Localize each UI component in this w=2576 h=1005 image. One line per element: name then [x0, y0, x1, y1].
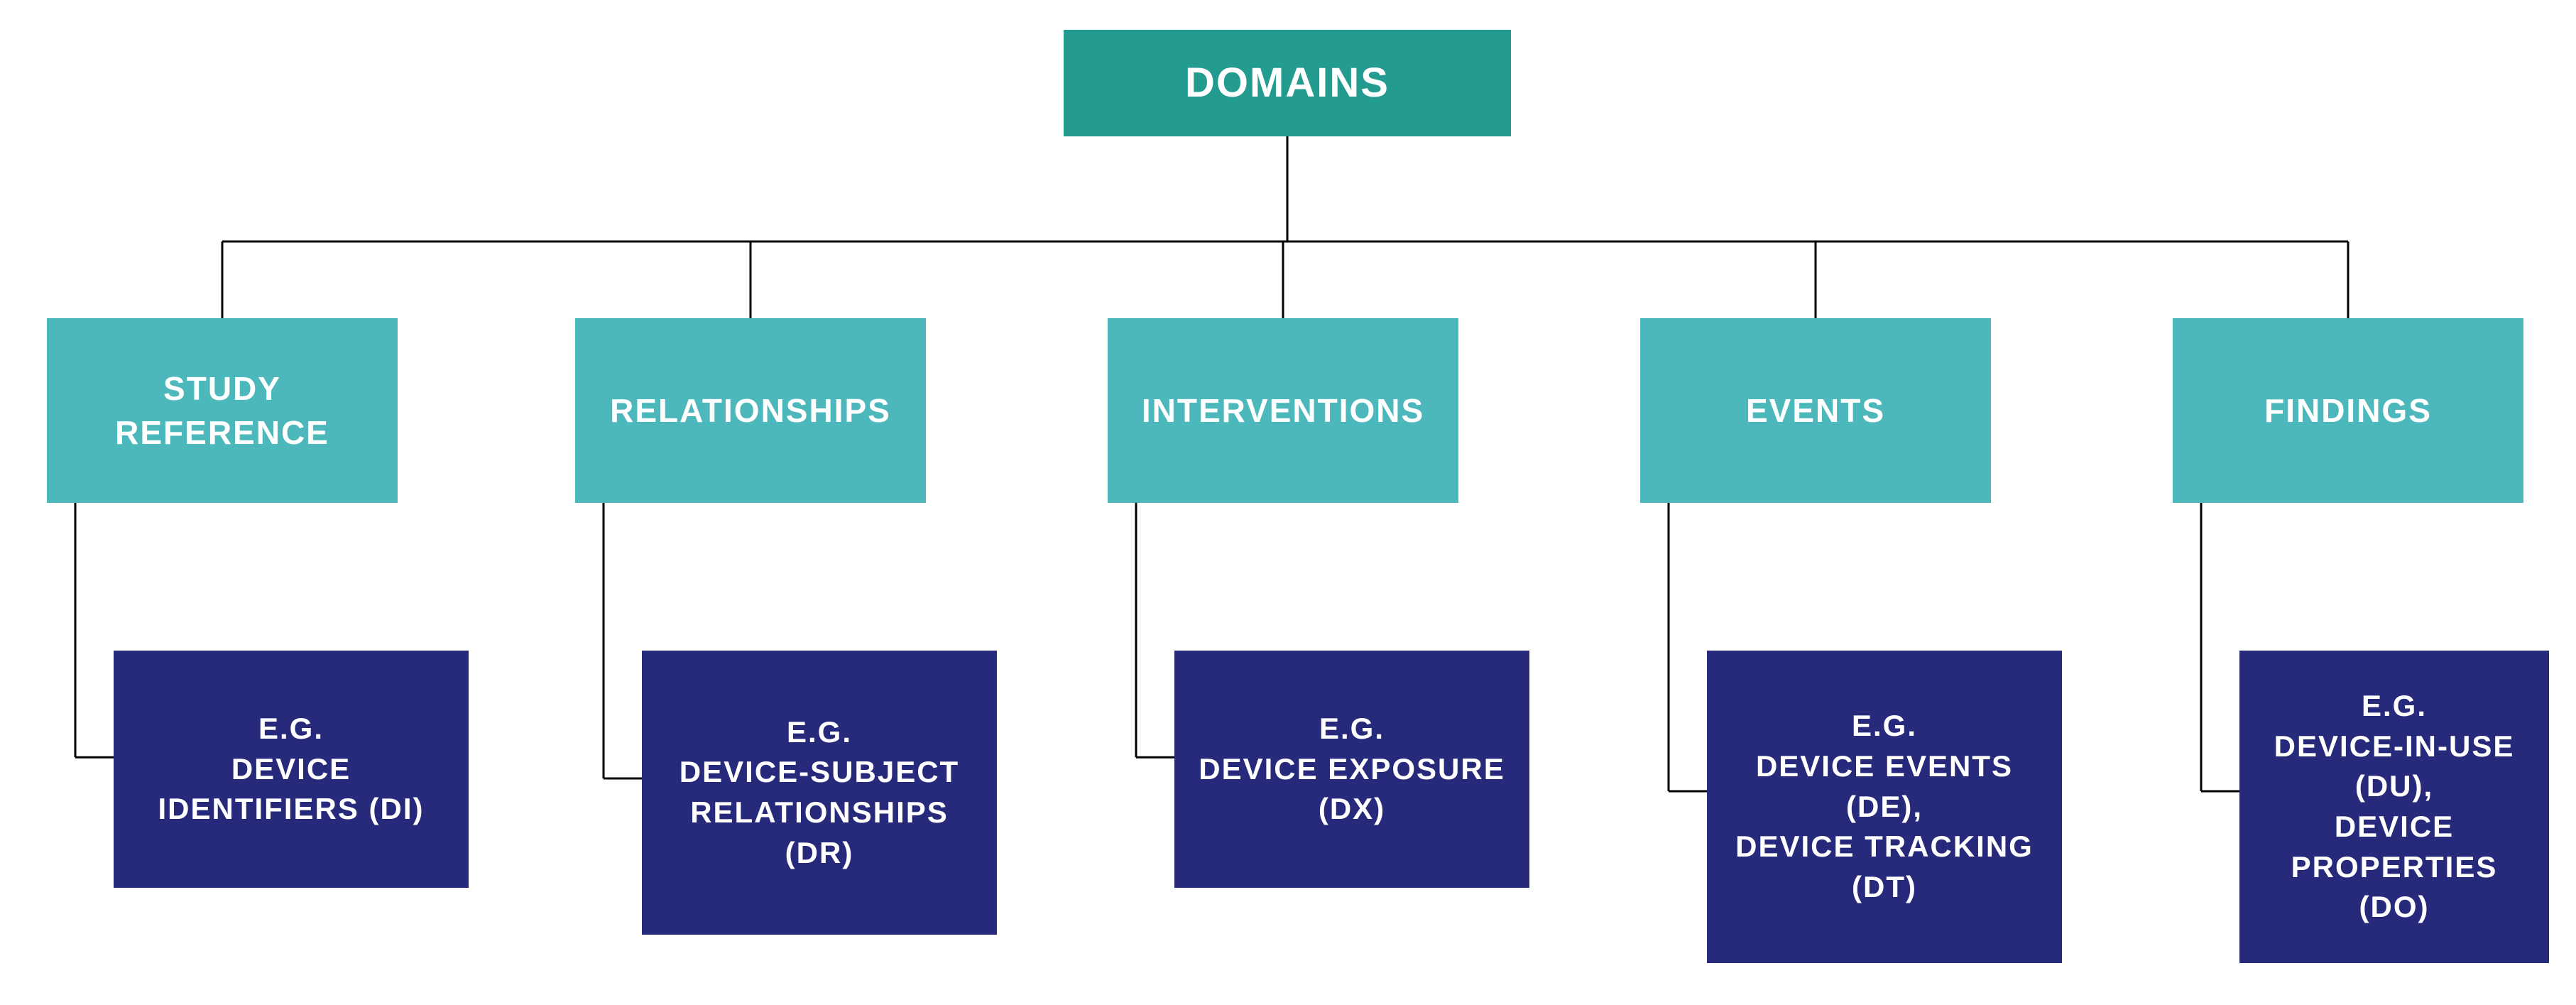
category-node-study-reference: STUDY REFERENCE [47, 318, 398, 503]
category-node-interventions-label: INTERVENTIONS [1142, 389, 1424, 433]
category-node-findings-label: FINDINGS [2264, 389, 2432, 433]
category-node-events: EVENTS [1640, 318, 1991, 503]
example-node-ex-du-do-label: E.G. DEVICE-IN-USE (DU), DEVICE PROPERTI… [2261, 686, 2528, 928]
example-node-ex-di: E.G. DEVICE IDENTIFIERS (DI) [114, 651, 469, 888]
category-node-interventions: INTERVENTIONS [1108, 318, 1458, 503]
root-node-domains: DOMAINS [1064, 30, 1511, 136]
category-node-findings: FINDINGS [2173, 318, 2523, 503]
category-node-events-label: EVENTS [1746, 389, 1885, 433]
example-node-ex-dx-label: E.G. DEVICE EXPOSURE (DX) [1196, 709, 1508, 830]
example-node-ex-dr: E.G. DEVICE-SUBJECT RELATIONSHIPS (DR) [642, 651, 997, 935]
root-node-domains-label: DOMAINS [1185, 55, 1390, 111]
example-node-ex-de-dt: E.G. DEVICE EVENTS (DE), DEVICE TRACKING… [1707, 651, 2062, 963]
example-node-ex-du-do: E.G. DEVICE-IN-USE (DU), DEVICE PROPERTI… [2239, 651, 2549, 963]
category-node-relationships-label: RELATIONSHIPS [610, 389, 891, 433]
example-node-ex-dx: E.G. DEVICE EXPOSURE (DX) [1174, 651, 1529, 888]
category-node-relationships: RELATIONSHIPS [575, 318, 926, 503]
example-node-ex-di-label: E.G. DEVICE IDENTIFIERS (DI) [135, 709, 447, 830]
example-node-ex-dr-label: E.G. DEVICE-SUBJECT RELATIONSHIPS (DR) [663, 712, 976, 874]
category-node-study-reference-label: STUDY REFERENCE [68, 366, 376, 455]
example-node-ex-de-dt-label: E.G. DEVICE EVENTS (DE), DEVICE TRACKING… [1728, 706, 2041, 907]
